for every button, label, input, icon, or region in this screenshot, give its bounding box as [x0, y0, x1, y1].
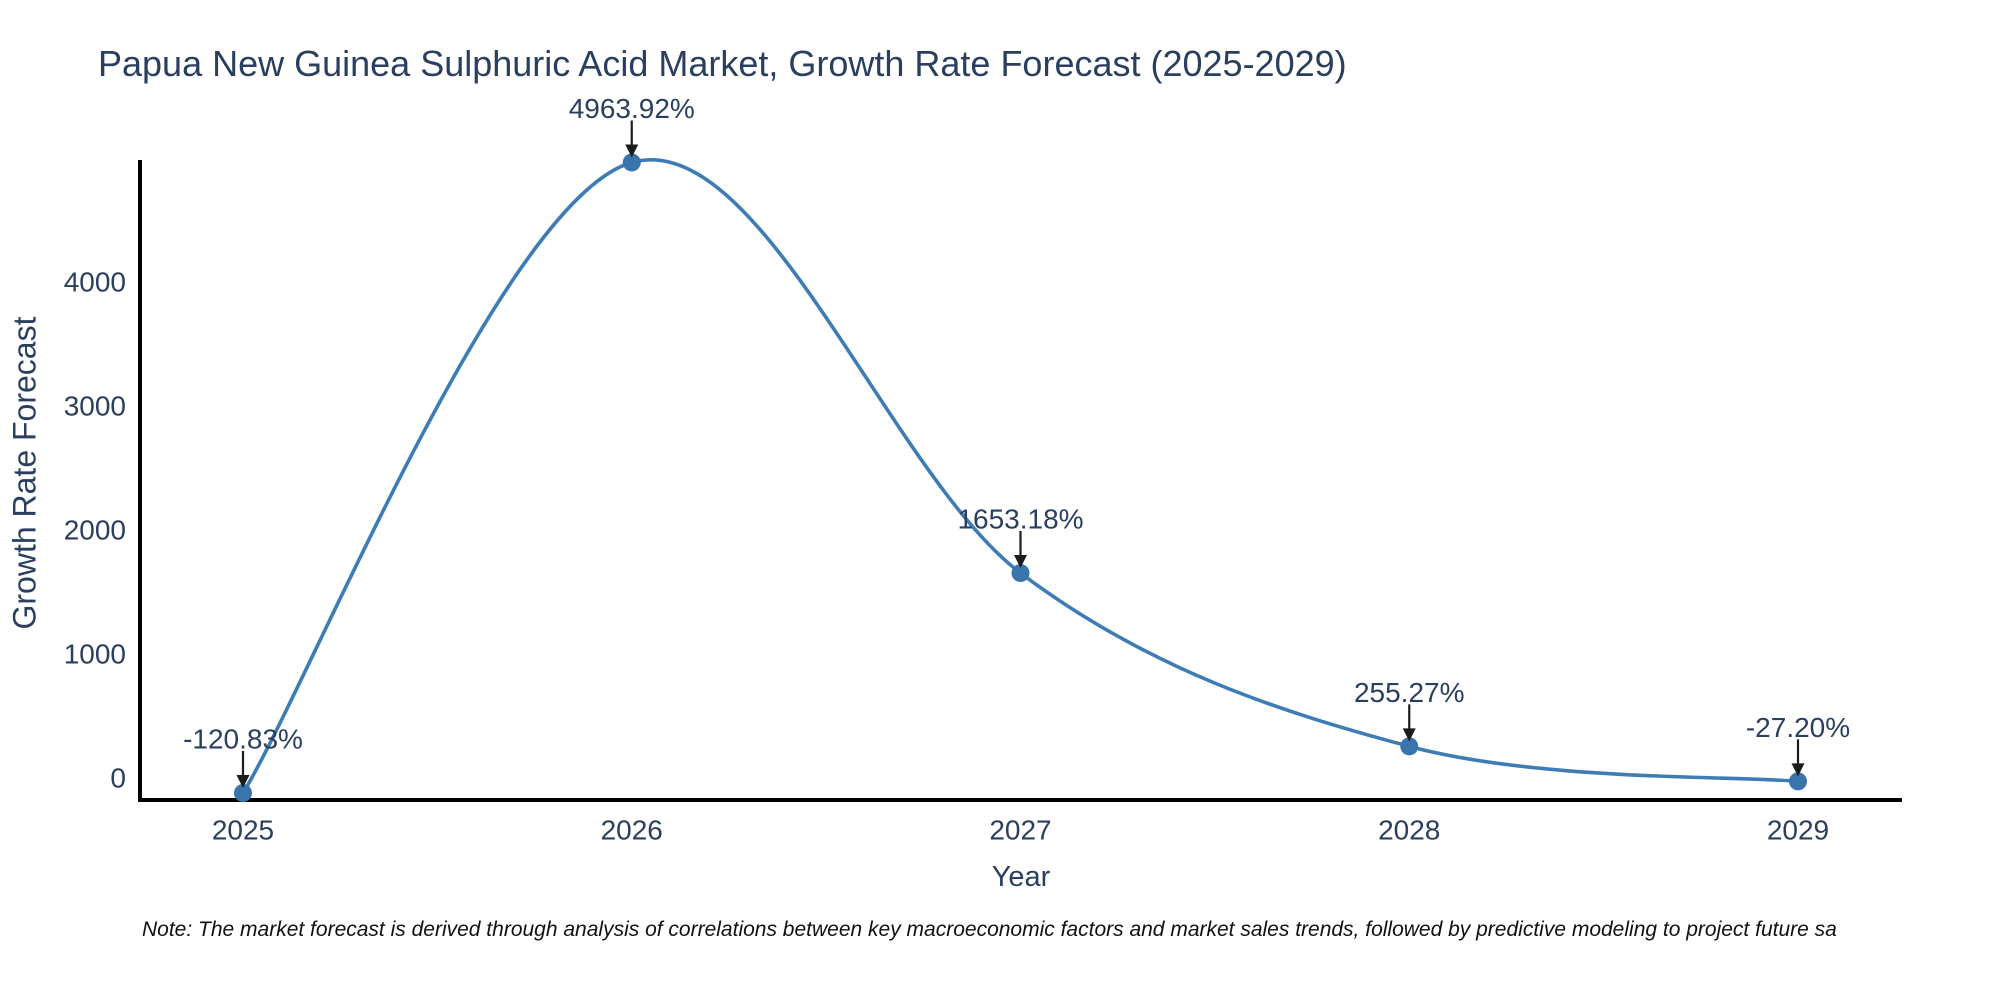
x-axis-title: Year — [991, 861, 1051, 893]
annotation-arrowhead — [1402, 728, 1416, 742]
annotation-arrowhead — [1791, 763, 1805, 777]
x-tick-label: 2028 — [1378, 815, 1440, 846]
data-point-2028[interactable] — [1400, 737, 1419, 756]
point-label: 4963.92% — [569, 93, 695, 124]
x-tick-label: 2027 — [989, 815, 1051, 846]
data-point-2027[interactable] — [1011, 564, 1030, 583]
y-axis-title: Growth Rate Forecast — [6, 316, 43, 630]
point-label: -27.20% — [1746, 712, 1850, 743]
point-label: 1653.18% — [957, 504, 1083, 535]
y-tick-label: 4000 — [64, 267, 126, 298]
y-tick-label: 1000 — [64, 639, 126, 670]
y-tick-label: 0 — [110, 763, 126, 794]
point-label: -120.83% — [183, 723, 303, 754]
y-tick-label: 2000 — [64, 515, 126, 546]
x-tick-label: 2025 — [212, 815, 274, 846]
forecast-line — [241, 158, 1800, 795]
annotation-arrowhead — [625, 144, 639, 158]
data-point-2026[interactable] — [622, 153, 641, 172]
x-tick-label: 2029 — [1767, 815, 1829, 846]
x-tick-label: 2026 — [601, 815, 663, 846]
y-tick-label: 3000 — [64, 391, 126, 422]
annotation-arrowhead — [1014, 555, 1027, 569]
point-label: 255.27% — [1354, 677, 1465, 708]
data-point-2025[interactable] — [234, 783, 252, 802]
chart-title: Papua New Guinea Sulphuric Acid Market, … — [98, 43, 1347, 84]
annotation-arrowhead — [236, 774, 250, 788]
footnote: Note: The market forecast is derived thr… — [142, 918, 1837, 941]
data-point-2029[interactable] — [1789, 772, 1807, 791]
